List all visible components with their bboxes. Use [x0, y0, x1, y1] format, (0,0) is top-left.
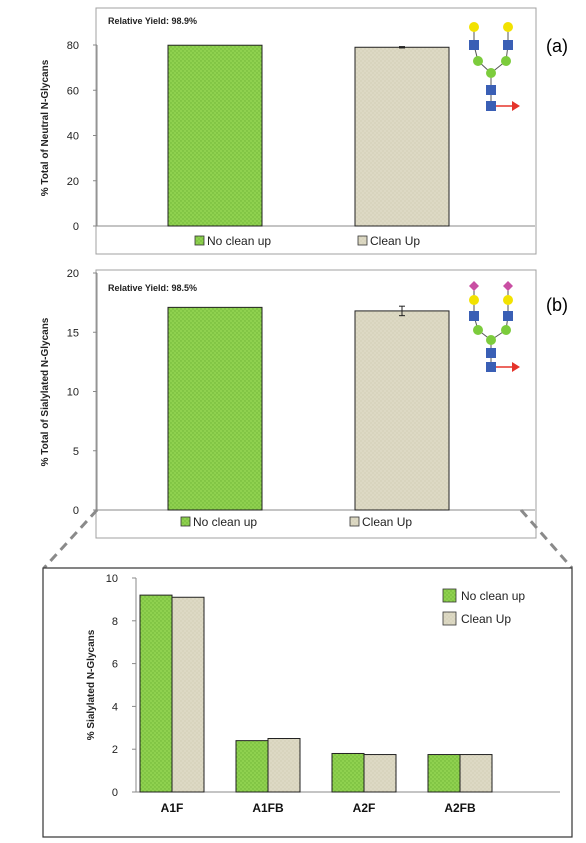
chart-a-panel-label: (a) — [546, 36, 568, 56]
chart-b-y-axis-label: % Total of Sialylated N-Glycans — [40, 317, 51, 466]
zoom-connector-left — [42, 508, 99, 570]
chart-a-y-tick-label: 80 — [67, 40, 79, 52]
chart-b-bar-clean-up — [354, 310, 450, 511]
chart-b-y-tick-label: 0 — [73, 505, 79, 517]
chart-a-y-tick-label: 0 — [73, 221, 79, 233]
chart-c-legend-label-clean-up: Clean Up — [461, 612, 511, 626]
chart-c: % Sialylated N-Glycans 0 2 4 6 8 10 A1F A1FB A2… — [42, 567, 573, 838]
sialylated-glycan-icon — [469, 281, 520, 372]
chart-c-x-tick-label: A1FB — [252, 801, 284, 815]
chart-b: Relative Yield: 98.5% % Total of Sialyla… — [40, 268, 568, 539]
chart-c-y-tick-label: 6 — [112, 659, 118, 671]
chart-a-y-tick-label: 20 — [67, 176, 79, 188]
chart-c-bars — [139, 594, 493, 793]
chart-c-y-tick-label: 2 — [112, 744, 118, 756]
chart-b-frame — [95, 269, 537, 539]
chart-c-frame — [42, 567, 573, 838]
chart-c-bar-a2f-no-clean-up — [331, 752, 365, 793]
chart-a-error-bar-clean-up — [399, 46, 405, 49]
chart-b-y-tick-label: 15 — [67, 327, 79, 339]
chart-b-bars — [167, 305, 450, 511]
chart-a-legend: No clean up Clean Up — [194, 234, 420, 248]
chart-c-legend-swatch-no-clean-up — [442, 588, 457, 603]
chart-b-legend-swatch-clean-up — [349, 516, 360, 527]
chart-a-y-ticks: 0 20 40 60 80 — [67, 40, 97, 233]
chart-a-legend-swatch-no-clean-up — [194, 235, 205, 246]
chart-a-y-tick-label: 60 — [67, 85, 79, 97]
zoom-connector-right — [519, 509, 574, 569]
neutral-glycan-icon — [469, 22, 520, 111]
chart-b-y-tick-label: 20 — [67, 268, 79, 280]
chart-b-error-bar-clean-up — [399, 305, 405, 317]
chart-a-y-axis-label: % Total of Neutral N-Glycans — [40, 59, 51, 196]
chart-c-legend: No clean up Clean Up — [442, 588, 525, 626]
chart-a: Relative Yield: 98.9% % Total of Neutral… — [40, 7, 568, 255]
chart-c-y-ticks: 0 2 4 6 8 10 — [106, 573, 136, 799]
chart-c-y-axis-label: % Sialylated N-Glycans — [86, 629, 97, 740]
chart-c-bar-a2f-clean-up — [363, 754, 397, 793]
chart-c-legend-swatch-clean-up — [442, 611, 457, 626]
chart-c-bar-a2fb-no-clean-up — [427, 754, 461, 793]
chart-c-bar-a1f-clean-up — [171, 596, 205, 793]
chart-b-y-ticks: 0 5 10 15 20 — [67, 268, 97, 517]
chart-b-legend-swatch-no-clean-up — [180, 516, 191, 527]
chart-a-annotation: Relative Yield: 98.9% — [108, 16, 197, 26]
chart-a-bar-clean-up — [354, 46, 450, 227]
chart-b-bar-no-clean-up — [167, 306, 263, 511]
chart-c-bar-a1fb-clean-up — [267, 738, 301, 793]
chart-c-y-tick-label: 4 — [112, 701, 118, 713]
chart-c-bar-a2fb-clean-up — [459, 754, 493, 793]
chart-a-legend-label-no-clean-up: No clean up — [207, 234, 271, 248]
chart-b-legend-label-no-clean-up: No clean up — [193, 515, 257, 529]
chart-b-y-tick-label: 5 — [73, 446, 79, 458]
chart-c-bar-a1fb-no-clean-up — [235, 740, 269, 793]
chart-b-legend: No clean up Clean Up — [180, 515, 412, 529]
chart-a-legend-swatch-clean-up — [357, 235, 368, 246]
chart-a-bar-no-clean-up — [167, 44, 263, 227]
chart-c-y-tick-label: 0 — [112, 787, 118, 799]
chart-c-x-tick-label: A1F — [161, 801, 184, 815]
chart-c-x-tick-label: A2F — [353, 801, 376, 815]
chart-b-y-tick-label: 10 — [67, 387, 79, 399]
chart-b-annotation: Relative Yield: 98.5% — [108, 283, 197, 293]
chart-b-panel-label: (b) — [546, 295, 568, 315]
chart-c-y-tick-label: 10 — [106, 573, 118, 585]
chart-c-legend-label-no-clean-up: No clean up — [461, 589, 525, 603]
chart-a-y-tick-label: 40 — [67, 131, 79, 143]
chart-c-bar-a1f-no-clean-up — [139, 594, 173, 793]
chart-c-x-tick-label: A2FB — [444, 801, 476, 815]
chart-a-legend-label-clean-up: Clean Up — [370, 234, 420, 248]
chart-a-bars — [167, 44, 450, 227]
chart-b-legend-label-clean-up: Clean Up — [362, 515, 412, 529]
chart-c-x-tick-labels: A1F A1FB A2F A2FB — [161, 801, 476, 815]
chart-c-y-tick-label: 8 — [112, 616, 118, 628]
